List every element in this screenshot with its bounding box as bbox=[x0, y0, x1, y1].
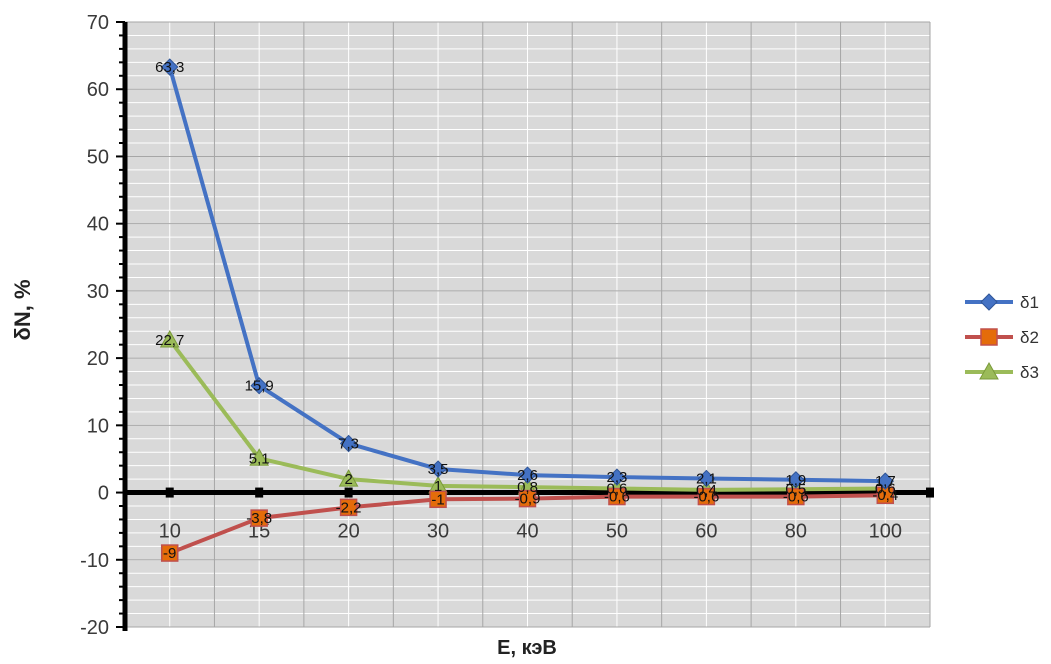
data-label-series-3: 22,7 bbox=[155, 332, 184, 349]
x-axis-tick bbox=[344, 487, 353, 498]
x-tick-label: 80 bbox=[785, 521, 807, 543]
y-tick-label: 50 bbox=[87, 146, 109, 168]
series-2-point bbox=[518, 489, 537, 508]
legend: δ1 δ2 δ3 bbox=[965, 293, 1039, 382]
data-label-series-2: -0,6 bbox=[693, 489, 719, 506]
y-tick-labels: -20 -10 0 10 20 30 40 50 60 70 bbox=[80, 12, 109, 639]
data-label-series-1: 15,9 bbox=[245, 378, 274, 395]
data-labels: 63,3 15,9 7,3 3,5 2,6 2,3 2,1 1,9 1,7 -9 -3,8 -2,2 -… bbox=[155, 59, 898, 562]
y-tick-label: -20 bbox=[80, 617, 109, 639]
data-label-series-2: -0,6 bbox=[783, 489, 809, 506]
data-label-series-3: 5,1 bbox=[249, 450, 270, 467]
data-label-series-2: -2,2 bbox=[336, 499, 362, 516]
data-label-series-3: 0,6 bbox=[875, 481, 896, 498]
y-tick-label: 10 bbox=[87, 415, 109, 437]
series-1-point bbox=[250, 376, 268, 395]
data-label-series-2: -9 bbox=[163, 545, 176, 562]
legend-label-2: δ2 bbox=[1020, 328, 1039, 347]
series-1-point bbox=[608, 468, 626, 486]
x-tick-label: 50 bbox=[606, 521, 628, 543]
series-2-point bbox=[339, 498, 358, 517]
data-label-series-1: 3,5 bbox=[428, 461, 449, 478]
data-label-series-3: 0,4 bbox=[696, 482, 717, 499]
x-tick-label: 60 bbox=[695, 521, 717, 543]
y-tick-label: 70 bbox=[87, 12, 109, 34]
data-label-series-1: 63,3 bbox=[155, 59, 184, 76]
x-axis-tick bbox=[255, 487, 264, 498]
series-1-point bbox=[429, 460, 447, 478]
series-2-point bbox=[787, 487, 805, 506]
y-tick-label: 0 bbox=[98, 483, 109, 505]
y-tick-label: 40 bbox=[87, 214, 109, 236]
x-tick-label: 40 bbox=[516, 521, 538, 543]
data-label-series-1: 1,9 bbox=[785, 472, 806, 489]
series-1-point bbox=[161, 58, 179, 76]
series-2-point bbox=[429, 490, 447, 509]
y-axis-title: δN, % bbox=[10, 279, 35, 340]
series-1-point bbox=[787, 471, 805, 489]
data-label-series-3: 1 bbox=[434, 478, 442, 495]
series-2-point bbox=[160, 544, 179, 562]
data-label-series-2: -3,8 bbox=[246, 510, 272, 527]
data-label-series-1: 2,6 bbox=[517, 467, 538, 484]
legend-marker-2 bbox=[980, 328, 998, 346]
data-label-series-2: -0,9 bbox=[515, 491, 541, 508]
series-2-point bbox=[697, 487, 716, 506]
series-group bbox=[159, 58, 896, 562]
x-tick-label: 20 bbox=[337, 521, 359, 543]
series-2-point bbox=[250, 509, 268, 527]
data-label-series-2: -0,6 bbox=[604, 489, 630, 506]
data-label-series-3: 2 bbox=[344, 471, 352, 488]
series-1-point bbox=[697, 469, 716, 488]
y-tick-label: 60 bbox=[87, 79, 109, 101]
y-tick-label: -10 bbox=[80, 550, 109, 572]
legend-label-3: δ3 bbox=[1020, 363, 1039, 382]
series-3-point bbox=[249, 448, 270, 466]
series-1-point bbox=[876, 472, 894, 490]
data-label-series-3: 0,6 bbox=[607, 481, 628, 498]
data-label-series-1: 2,1 bbox=[696, 470, 717, 487]
y-tick-label: 30 bbox=[87, 281, 109, 303]
y-tick-label: 20 bbox=[87, 348, 109, 370]
legend-marker-3 bbox=[979, 361, 999, 380]
x-axis-tick bbox=[165, 487, 174, 498]
legend-marker-1 bbox=[980, 293, 998, 311]
legend-label-1: δ1 bbox=[1020, 293, 1039, 312]
data-label-series-3: 0,5 bbox=[785, 481, 806, 498]
series-2-point bbox=[608, 487, 626, 506]
x-tick-label: 100 bbox=[869, 521, 902, 543]
x-axis-tick bbox=[926, 487, 934, 498]
x-tick-label: 10 bbox=[159, 521, 181, 543]
series-1-point bbox=[339, 434, 358, 453]
series-1-point bbox=[518, 466, 537, 484]
data-label-series-2: -0,4 bbox=[872, 487, 898, 504]
data-label-series-1: 2,3 bbox=[607, 469, 628, 486]
data-label-series-1: 1,7 bbox=[875, 473, 896, 490]
data-label-series-1: 7,3 bbox=[338, 435, 359, 452]
series-3-point bbox=[159, 329, 180, 348]
x-axis-title: E, кэВ bbox=[497, 637, 557, 659]
x-tick-label: 30 bbox=[427, 521, 449, 543]
data-label-series-3: 0,8 bbox=[517, 479, 538, 496]
data-label-series-2: -1 bbox=[431, 491, 444, 508]
series-3-point bbox=[338, 469, 359, 487]
